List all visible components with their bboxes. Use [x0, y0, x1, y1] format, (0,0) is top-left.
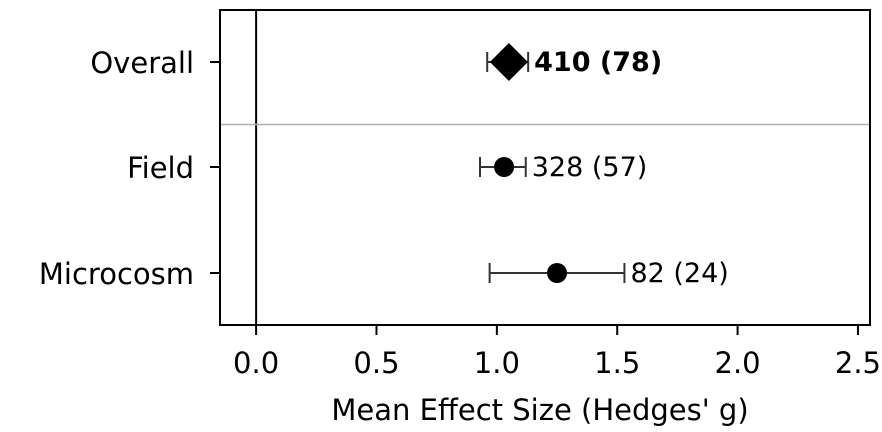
y-tick-label: Microcosm	[39, 257, 194, 291]
data-label: 82 (24)	[630, 258, 728, 289]
x-tick-label: 0.5	[353, 346, 399, 380]
x-tick-label: 1.5	[594, 346, 640, 380]
plot-frame	[219, 9, 871, 326]
plot-area: 410 (78) Overall 328 (57) Field 82 (24) Micro…	[39, 9, 881, 380]
y-tick-label: Field	[127, 151, 194, 185]
x-tick-label: 1.0	[474, 346, 520, 380]
x-tick-label: 2.5	[835, 346, 881, 380]
mean-marker-circle	[494, 157, 515, 177]
x-tick-label: 0.0	[233, 346, 279, 380]
x-tick-label: 2.0	[715, 346, 761, 380]
x-axis-label: Mean Effect Size (Hedges' g)	[331, 393, 748, 427]
data-label: 328 (57)	[532, 152, 648, 183]
data-label: 410 (78)	[534, 47, 662, 78]
mean-marker-diamond	[489, 43, 528, 81]
mean-marker-circle	[547, 263, 568, 283]
y-tick-label: Overall	[90, 46, 194, 80]
